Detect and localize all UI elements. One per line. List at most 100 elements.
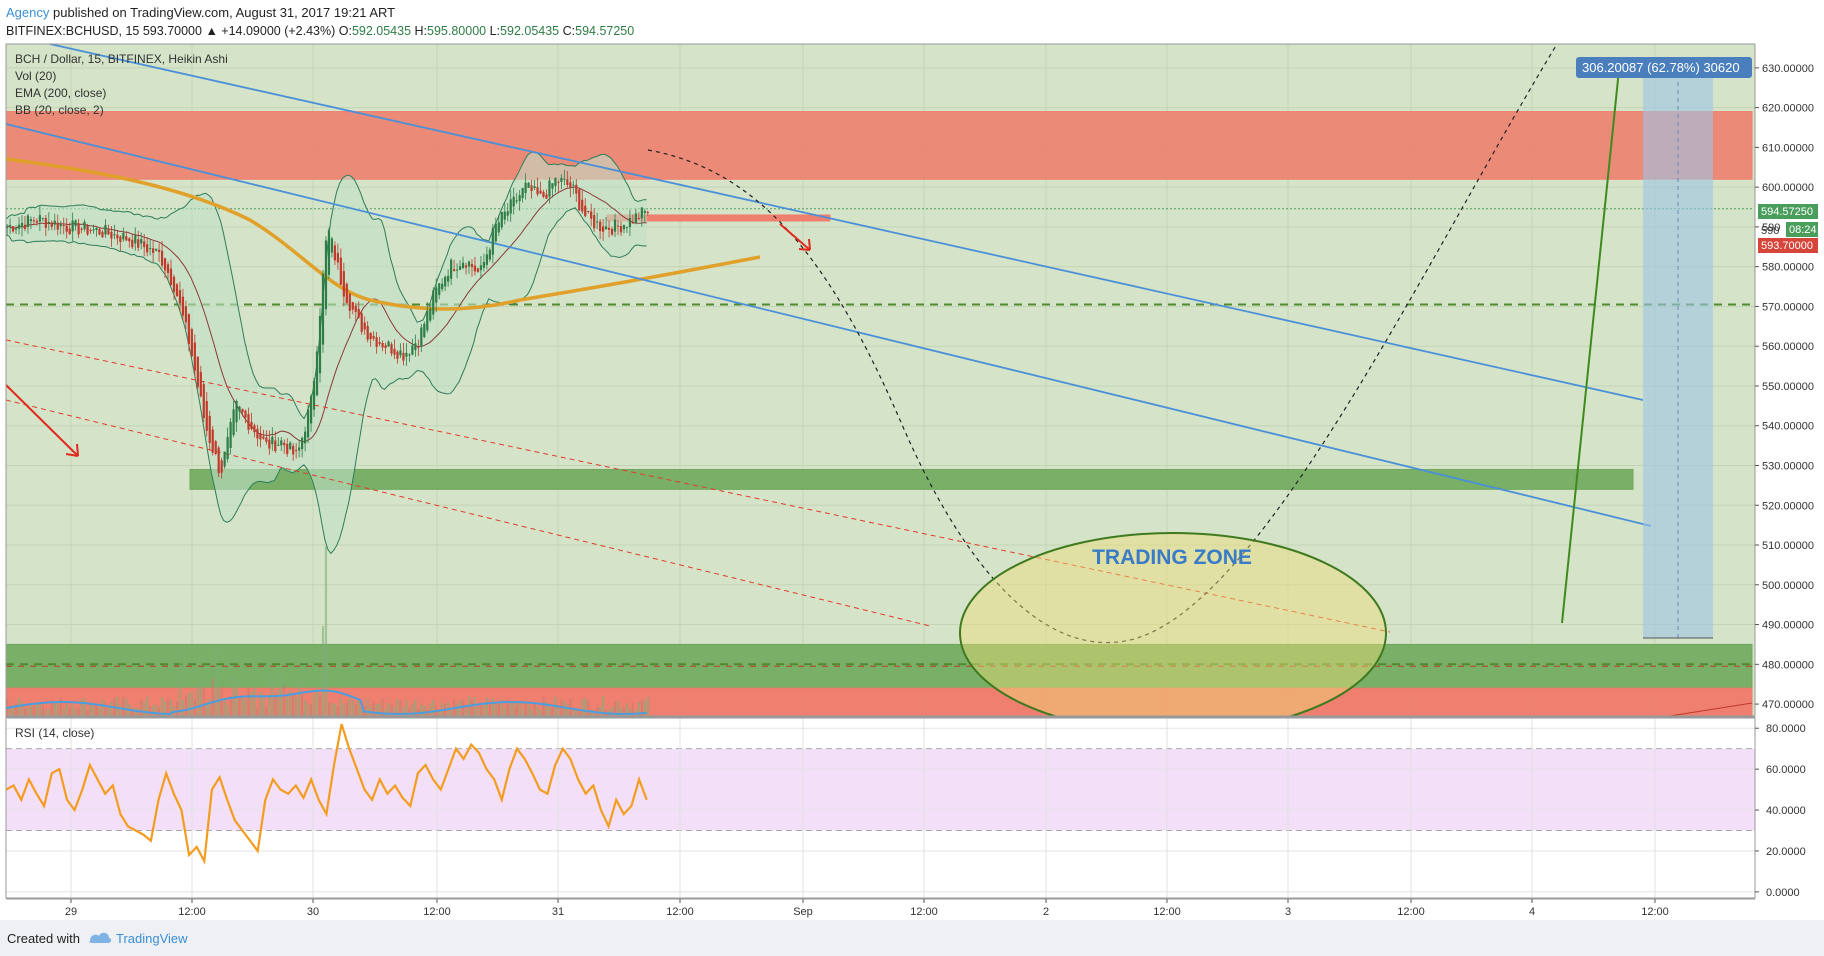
volume-bar xyxy=(485,697,488,716)
candle-body xyxy=(625,226,629,228)
volume-bar xyxy=(464,708,468,716)
candle-body xyxy=(542,192,545,197)
volume-bar xyxy=(44,709,47,716)
candle-body xyxy=(342,271,345,297)
volume-bar xyxy=(345,702,348,716)
ohlc-low-value: 592.05435 xyxy=(500,24,560,38)
candle-body xyxy=(211,429,214,453)
candle-body xyxy=(184,306,187,323)
volume-bar xyxy=(202,687,205,716)
candle-body xyxy=(637,218,640,220)
candle-body xyxy=(62,225,65,227)
candle-body xyxy=(485,254,488,265)
volume-bar xyxy=(259,691,262,716)
volume-bar xyxy=(223,698,226,716)
candle-body xyxy=(146,244,149,253)
volume-bar xyxy=(399,700,402,716)
candle-body xyxy=(578,189,581,211)
red-arrow-left-head xyxy=(65,443,79,457)
price-tick-label: 540.00000 xyxy=(1762,421,1814,433)
price-chart[interactable]: TRADING ZONE 306.20087 (62.78%) 30620 BC… xyxy=(0,0,1824,920)
candle-body xyxy=(599,221,602,232)
price-tick-label: 610.00000 xyxy=(1762,142,1814,154)
support-zone-mid xyxy=(189,468,1634,490)
volume-bar xyxy=(631,703,634,716)
volume-bar xyxy=(268,694,271,716)
volume-bar xyxy=(500,698,503,716)
candle-body xyxy=(467,261,471,267)
author-link[interactable]: Agency xyxy=(6,5,50,20)
candle-body xyxy=(160,250,164,266)
volume-bar xyxy=(26,707,30,716)
last-price-tag-text: 594.57250 xyxy=(1761,206,1813,218)
volume-bar xyxy=(226,705,229,716)
volume-bar xyxy=(23,708,27,716)
candle-body xyxy=(202,384,205,419)
candle-body xyxy=(193,342,196,371)
candle-body xyxy=(53,220,56,225)
candle-body xyxy=(14,228,18,230)
volume-bar xyxy=(637,702,640,716)
candle-body xyxy=(515,200,518,202)
candle-body xyxy=(277,444,280,446)
candle-body xyxy=(259,433,262,440)
tradingview-logo-icon[interactable] xyxy=(88,929,112,945)
candle-body xyxy=(405,352,408,357)
time-tick-label: 12:00 xyxy=(423,906,451,918)
price-tick-label: 600.00000 xyxy=(1762,182,1814,194)
candle-body xyxy=(584,205,587,217)
candle-body xyxy=(119,236,122,243)
price-tick-label: 570.00000 xyxy=(1762,301,1814,313)
candle-body xyxy=(563,178,566,180)
candle-body xyxy=(163,258,167,271)
candle-body xyxy=(223,451,226,467)
price-tick-label: 590 xyxy=(1762,222,1780,234)
candle-body xyxy=(71,220,74,232)
volume-bar xyxy=(229,696,232,716)
tradingview-brand-link[interactable]: TradingView xyxy=(116,931,188,946)
candle-body xyxy=(262,436,265,439)
volume-bar xyxy=(53,703,56,716)
red-dashed-upper xyxy=(5,339,1391,633)
volume-bar xyxy=(77,708,80,716)
volume-bar xyxy=(545,701,548,716)
candle-body xyxy=(250,421,253,429)
price-axis[interactable]: 630.00000 620.00000 610.00000 600.00000 590 5… xyxy=(1755,63,1814,711)
rsi-axis[interactable]: 80.0000 60.0000 40.0000 20.0000 0.0000 xyxy=(1755,723,1806,899)
candle-body xyxy=(265,437,268,442)
volume-bar xyxy=(524,703,527,716)
volume-bar xyxy=(393,706,396,716)
volume-bar xyxy=(423,706,426,716)
candle-body xyxy=(500,211,503,228)
volume-bar xyxy=(62,708,65,716)
candle-body xyxy=(455,269,459,271)
candle-body xyxy=(309,396,313,424)
candle-body xyxy=(301,437,304,449)
volume-bar xyxy=(295,697,298,716)
candle-body xyxy=(41,217,44,219)
price-tick-label: 530.00000 xyxy=(1762,460,1814,472)
time-tick-label: 31 xyxy=(552,906,564,918)
candle-body xyxy=(11,226,15,232)
volume-bar xyxy=(324,546,328,716)
price-tick-label: 490.00000 xyxy=(1762,620,1814,632)
candle-body xyxy=(199,371,202,397)
candle-body xyxy=(247,414,250,430)
candle-body xyxy=(423,323,426,338)
candle-body xyxy=(35,220,38,223)
candle-body xyxy=(596,221,599,223)
candle-body xyxy=(634,213,637,223)
volume-bar xyxy=(131,708,134,716)
candle-body xyxy=(232,409,235,435)
volume-bar xyxy=(187,693,190,716)
time-axis[interactable]: 29 12:00 30 12:00 31 12:00 Sep 12:00 2 12:00 3 12:0… xyxy=(6,898,1755,918)
candle-body xyxy=(482,261,485,268)
price-tick-label: 480.00000 xyxy=(1762,659,1814,671)
time-tick-label: 4 xyxy=(1529,906,1535,918)
candle-body xyxy=(131,239,134,248)
last-price: 593.70000 xyxy=(142,24,202,38)
candle-body xyxy=(503,211,506,220)
volume-bar xyxy=(450,709,453,716)
rsi-tick-label: 80.0000 xyxy=(1766,723,1806,735)
price-tick-label: 560.00000 xyxy=(1762,341,1814,353)
